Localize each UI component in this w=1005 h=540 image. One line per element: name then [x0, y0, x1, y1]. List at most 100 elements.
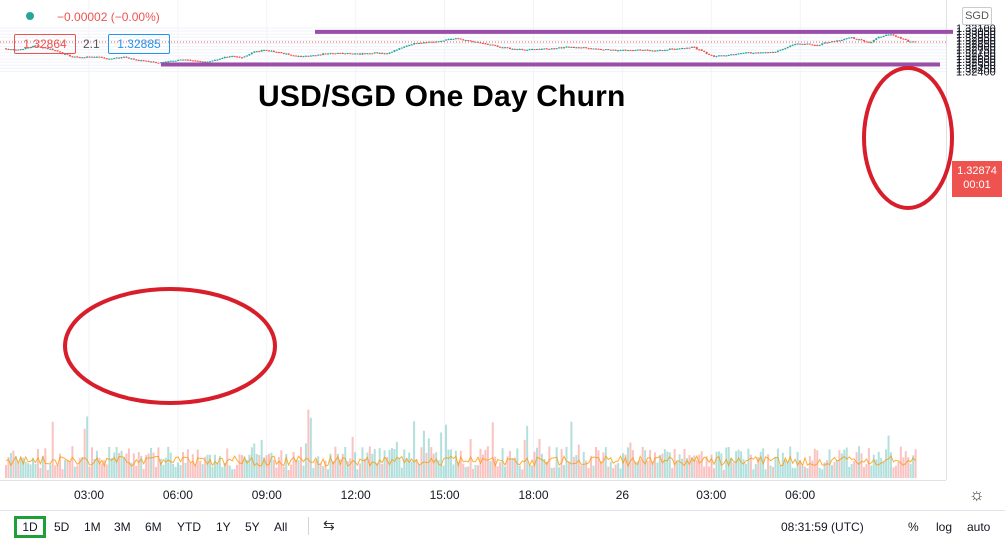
candle-body: [103, 57, 106, 59]
candle-body: [22, 49, 25, 51]
candle-body: [304, 55, 307, 57]
volume-bar: [833, 462, 836, 478]
volume-bar: [76, 465, 79, 478]
currency-label[interactable]: SGD: [962, 7, 992, 25]
volume-bar: [668, 452, 671, 478]
candle-body: [295, 55, 298, 57]
price-tick-label: 1.32800: [956, 42, 996, 54]
candle-body: [445, 39, 448, 41]
candle-body: [189, 59, 192, 61]
candle-body: [516, 49, 519, 51]
candle-body: [688, 47, 691, 49]
settings-gear-icon[interactable]: ☼: [969, 485, 985, 504]
candle-body: [853, 37, 856, 39]
candle-body: [685, 47, 688, 49]
volume-bar: [742, 459, 745, 478]
volume-bar: [295, 460, 298, 478]
range-5y-button[interactable]: 5Y: [245, 520, 260, 534]
candle-body: [280, 52, 283, 54]
volume-bar: [179, 465, 182, 478]
candle-body: [430, 41, 433, 43]
candle-body: [378, 52, 381, 54]
candle-body: [666, 49, 669, 51]
volume-bar: [634, 461, 637, 478]
candle-body: [540, 48, 543, 50]
time-tick-label: 03:00: [696, 488, 726, 502]
volume-bar: [826, 460, 829, 478]
volume-bar: [403, 449, 406, 478]
volume-bar: [270, 452, 273, 478]
volume-bar: [422, 430, 425, 478]
candle-body: [427, 41, 430, 43]
date-range-icon[interactable]: ⇆: [323, 517, 335, 533]
volume-bar: [454, 450, 457, 478]
bid-price-button[interactable]: 1.32864: [14, 34, 76, 54]
volume-bar: [196, 449, 199, 478]
candle-body: [902, 38, 905, 40]
volume-bar: [595, 446, 597, 478]
candle-body: [651, 50, 654, 52]
volume-bar: [528, 465, 531, 478]
volume-bar: [287, 469, 290, 478]
volume-bar: [22, 457, 25, 478]
volume-bar: [393, 449, 396, 478]
candle-body: [390, 51, 393, 53]
candle-body: [9, 49, 12, 51]
candle-body: [297, 56, 300, 58]
range-1m-button[interactable]: 1M: [84, 520, 101, 534]
volume-bar: [14, 456, 17, 478]
candle-body: [518, 49, 521, 51]
volume-bar: [666, 451, 669, 478]
volume-bar: [690, 457, 693, 478]
candle-body: [110, 58, 113, 60]
range-6m-button[interactable]: 6M: [145, 520, 162, 534]
auto-toggle[interactable]: auto: [967, 520, 991, 534]
candle-body: [713, 55, 715, 57]
volume-bar: [228, 465, 231, 478]
volume-bar: [737, 449, 740, 478]
candle-body: [644, 49, 647, 51]
volume-bar: [363, 458, 366, 478]
candle-body: [668, 48, 671, 50]
volume-bar: [590, 455, 593, 478]
candle-body: [349, 53, 352, 55]
candle-body: [789, 45, 792, 48]
percent-toggle[interactable]: %: [908, 520, 919, 534]
ask-price-button[interactable]: 1.32885: [108, 34, 170, 54]
range-1y-button[interactable]: 1Y: [216, 520, 231, 534]
price-chart[interactable]: 1.331001.330501.330001.329501.329001.328…: [0, 0, 1005, 510]
volume-bar: [218, 456, 221, 478]
candle-body: [499, 46, 502, 48]
volume-bar: [609, 461, 612, 478]
candle-body: [400, 47, 403, 49]
candle-body: [533, 49, 536, 51]
range-1d-button[interactable]: 1D: [14, 516, 46, 538]
volume-bar: [904, 451, 907, 478]
range-5d-button[interactable]: 5D: [54, 520, 70, 534]
clock-time[interactable]: 08:31:59 (UTC): [781, 520, 864, 534]
volume-bar: [356, 469, 359, 478]
candle-body: [373, 52, 376, 54]
candle-body: [639, 49, 642, 51]
candle-body: [683, 48, 686, 50]
range-ytd-button[interactable]: YTD: [177, 520, 201, 534]
time-tick-label: 15:00: [430, 488, 460, 502]
volume-bar: [73, 466, 76, 478]
range-3m-button[interactable]: 3M: [114, 520, 131, 534]
candle-body: [774, 51, 777, 53]
volume-bar: [703, 466, 706, 478]
volume-bar: [506, 456, 509, 478]
volume-bar: [59, 453, 62, 478]
candle-body: [678, 48, 681, 50]
candle-body: [634, 50, 637, 52]
volume-bar: [147, 453, 150, 478]
log-toggle[interactable]: log: [936, 520, 953, 534]
volume-bar: [145, 455, 148, 478]
volume-bar: [513, 457, 516, 478]
range-all-button[interactable]: All: [274, 520, 288, 534]
candle-body: [290, 54, 293, 56]
candle-body: [7, 49, 10, 51]
candle-body: [769, 51, 772, 53]
volume-bar: [681, 458, 684, 478]
candle-body: [24, 47, 27, 50]
